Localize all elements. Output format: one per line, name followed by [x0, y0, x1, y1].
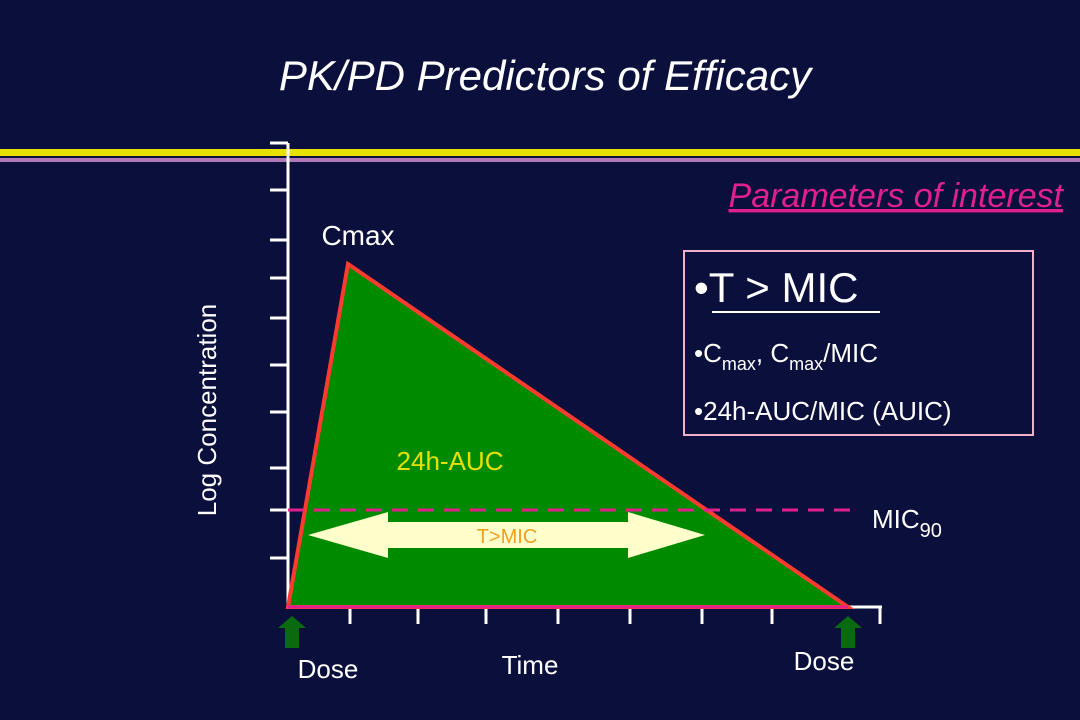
t-mic-arrow: [308, 512, 705, 558]
mic-base: MIC: [872, 504, 920, 534]
box-item-2: •Cmax, Cmax/MIC: [694, 338, 878, 374]
dose-left: Dose: [298, 654, 359, 684]
dose-arrow-left: [278, 616, 306, 648]
box-item-1: •T > MIC: [694, 264, 858, 311]
subscript: max: [789, 354, 823, 374]
purple-rule: [0, 158, 1080, 162]
mic-sub: 90: [920, 520, 942, 542]
text-part: •C: [694, 338, 722, 368]
text-part: /MIC: [823, 338, 878, 368]
subtitle: Parameters of interest: [729, 177, 1065, 215]
yellow-rule: [0, 149, 1080, 156]
dose-right: Dose: [794, 646, 855, 676]
peak-label: Cmax: [321, 220, 394, 251]
parameter-box: [683, 250, 1034, 436]
subscript: max: [722, 354, 756, 374]
x-axis-label: Time: [502, 650, 559, 680]
dose-arrow-right: [834, 616, 862, 648]
arrow-label: T>MIC: [477, 526, 538, 548]
box-item-3: •24h-AUC/MIC (AUIC): [694, 396, 952, 426]
title: PK/PD Predictors of Efficacy: [279, 52, 814, 99]
mic-label: MIC90: [872, 504, 942, 542]
y-axis-label: Log Concentration: [192, 304, 222, 516]
area-label: 24h-AUC: [397, 446, 504, 476]
text-part: , C: [756, 338, 789, 368]
